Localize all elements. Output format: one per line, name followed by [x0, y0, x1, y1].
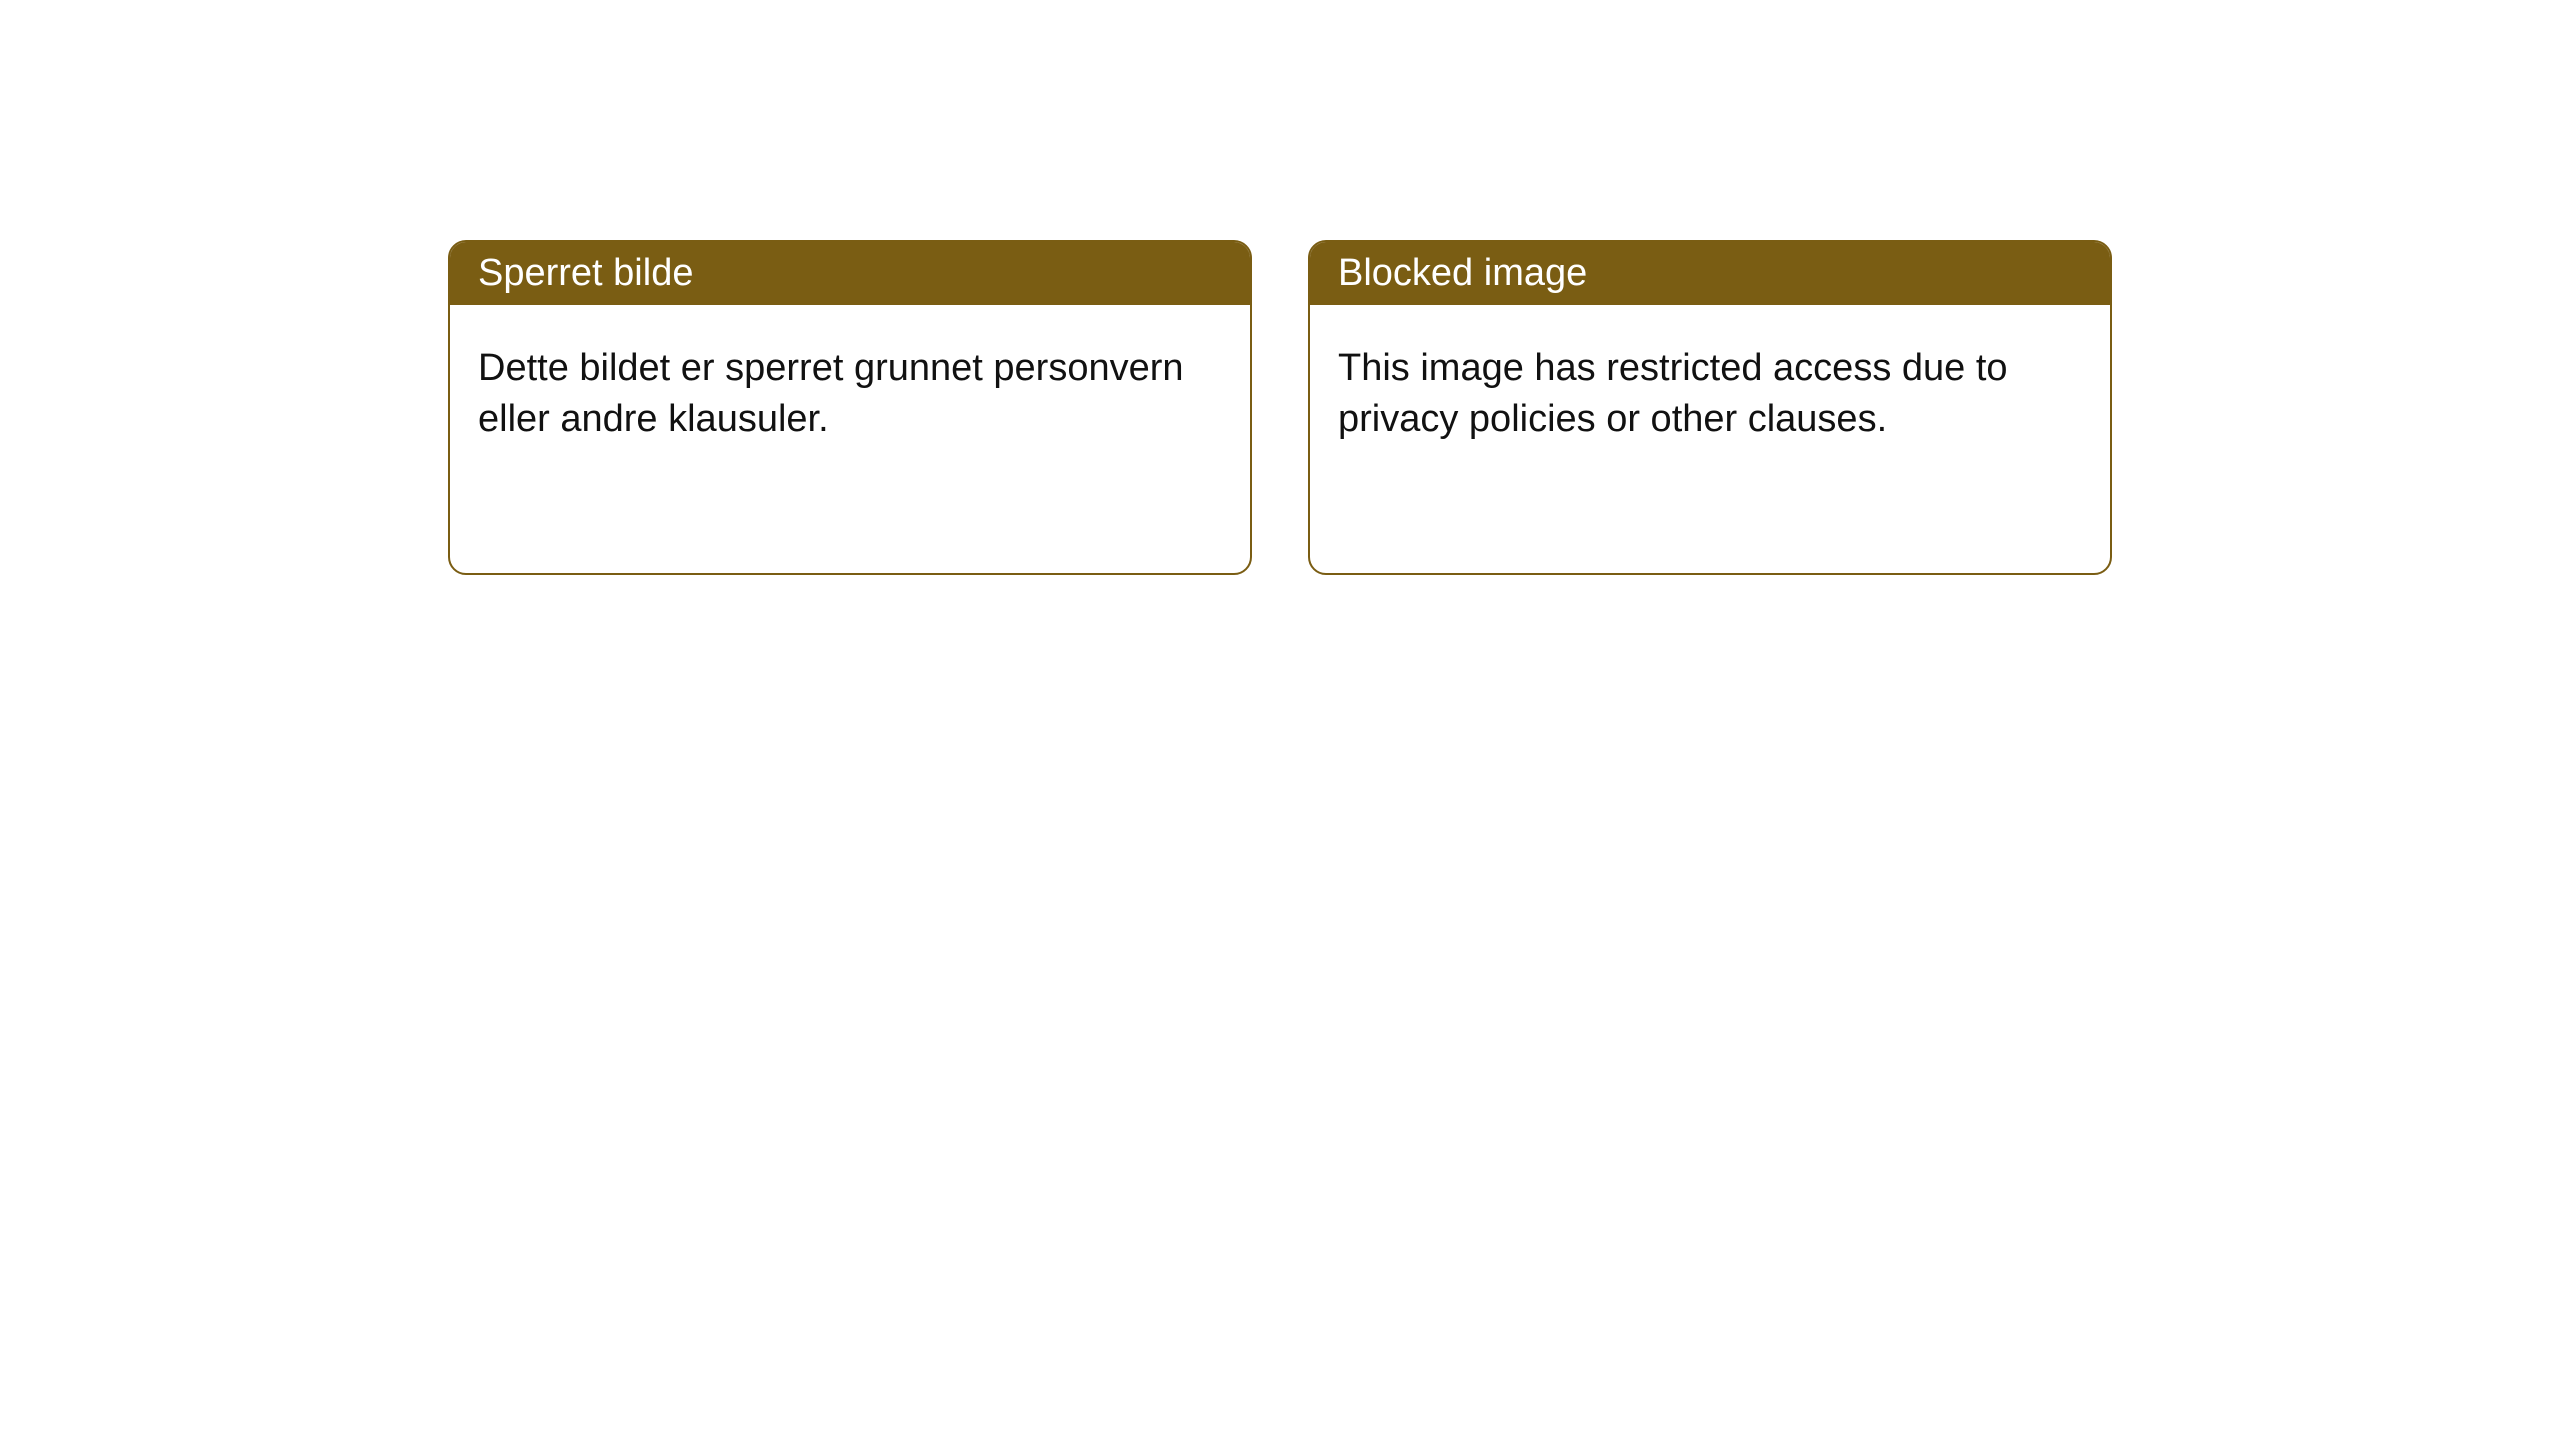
card-body-en: This image has restricted access due to …	[1310, 305, 2110, 484]
card-body-no: Dette bildet er sperret grunnet personve…	[450, 305, 1250, 484]
card-container: Sperret bilde Dette bildet er sperret gr…	[0, 0, 2560, 575]
blocked-image-card-en: Blocked image This image has restricted …	[1308, 240, 2112, 575]
card-title-no: Sperret bilde	[478, 252, 693, 294]
blocked-image-card-no: Sperret bilde Dette bildet er sperret gr…	[448, 240, 1252, 575]
card-header-no: Sperret bilde	[450, 242, 1250, 305]
card-body-text-no: Dette bildet er sperret grunnet personve…	[478, 347, 1184, 440]
card-header-en: Blocked image	[1310, 242, 2110, 305]
card-title-en: Blocked image	[1338, 252, 1587, 294]
card-body-text-en: This image has restricted access due to …	[1338, 347, 2008, 440]
